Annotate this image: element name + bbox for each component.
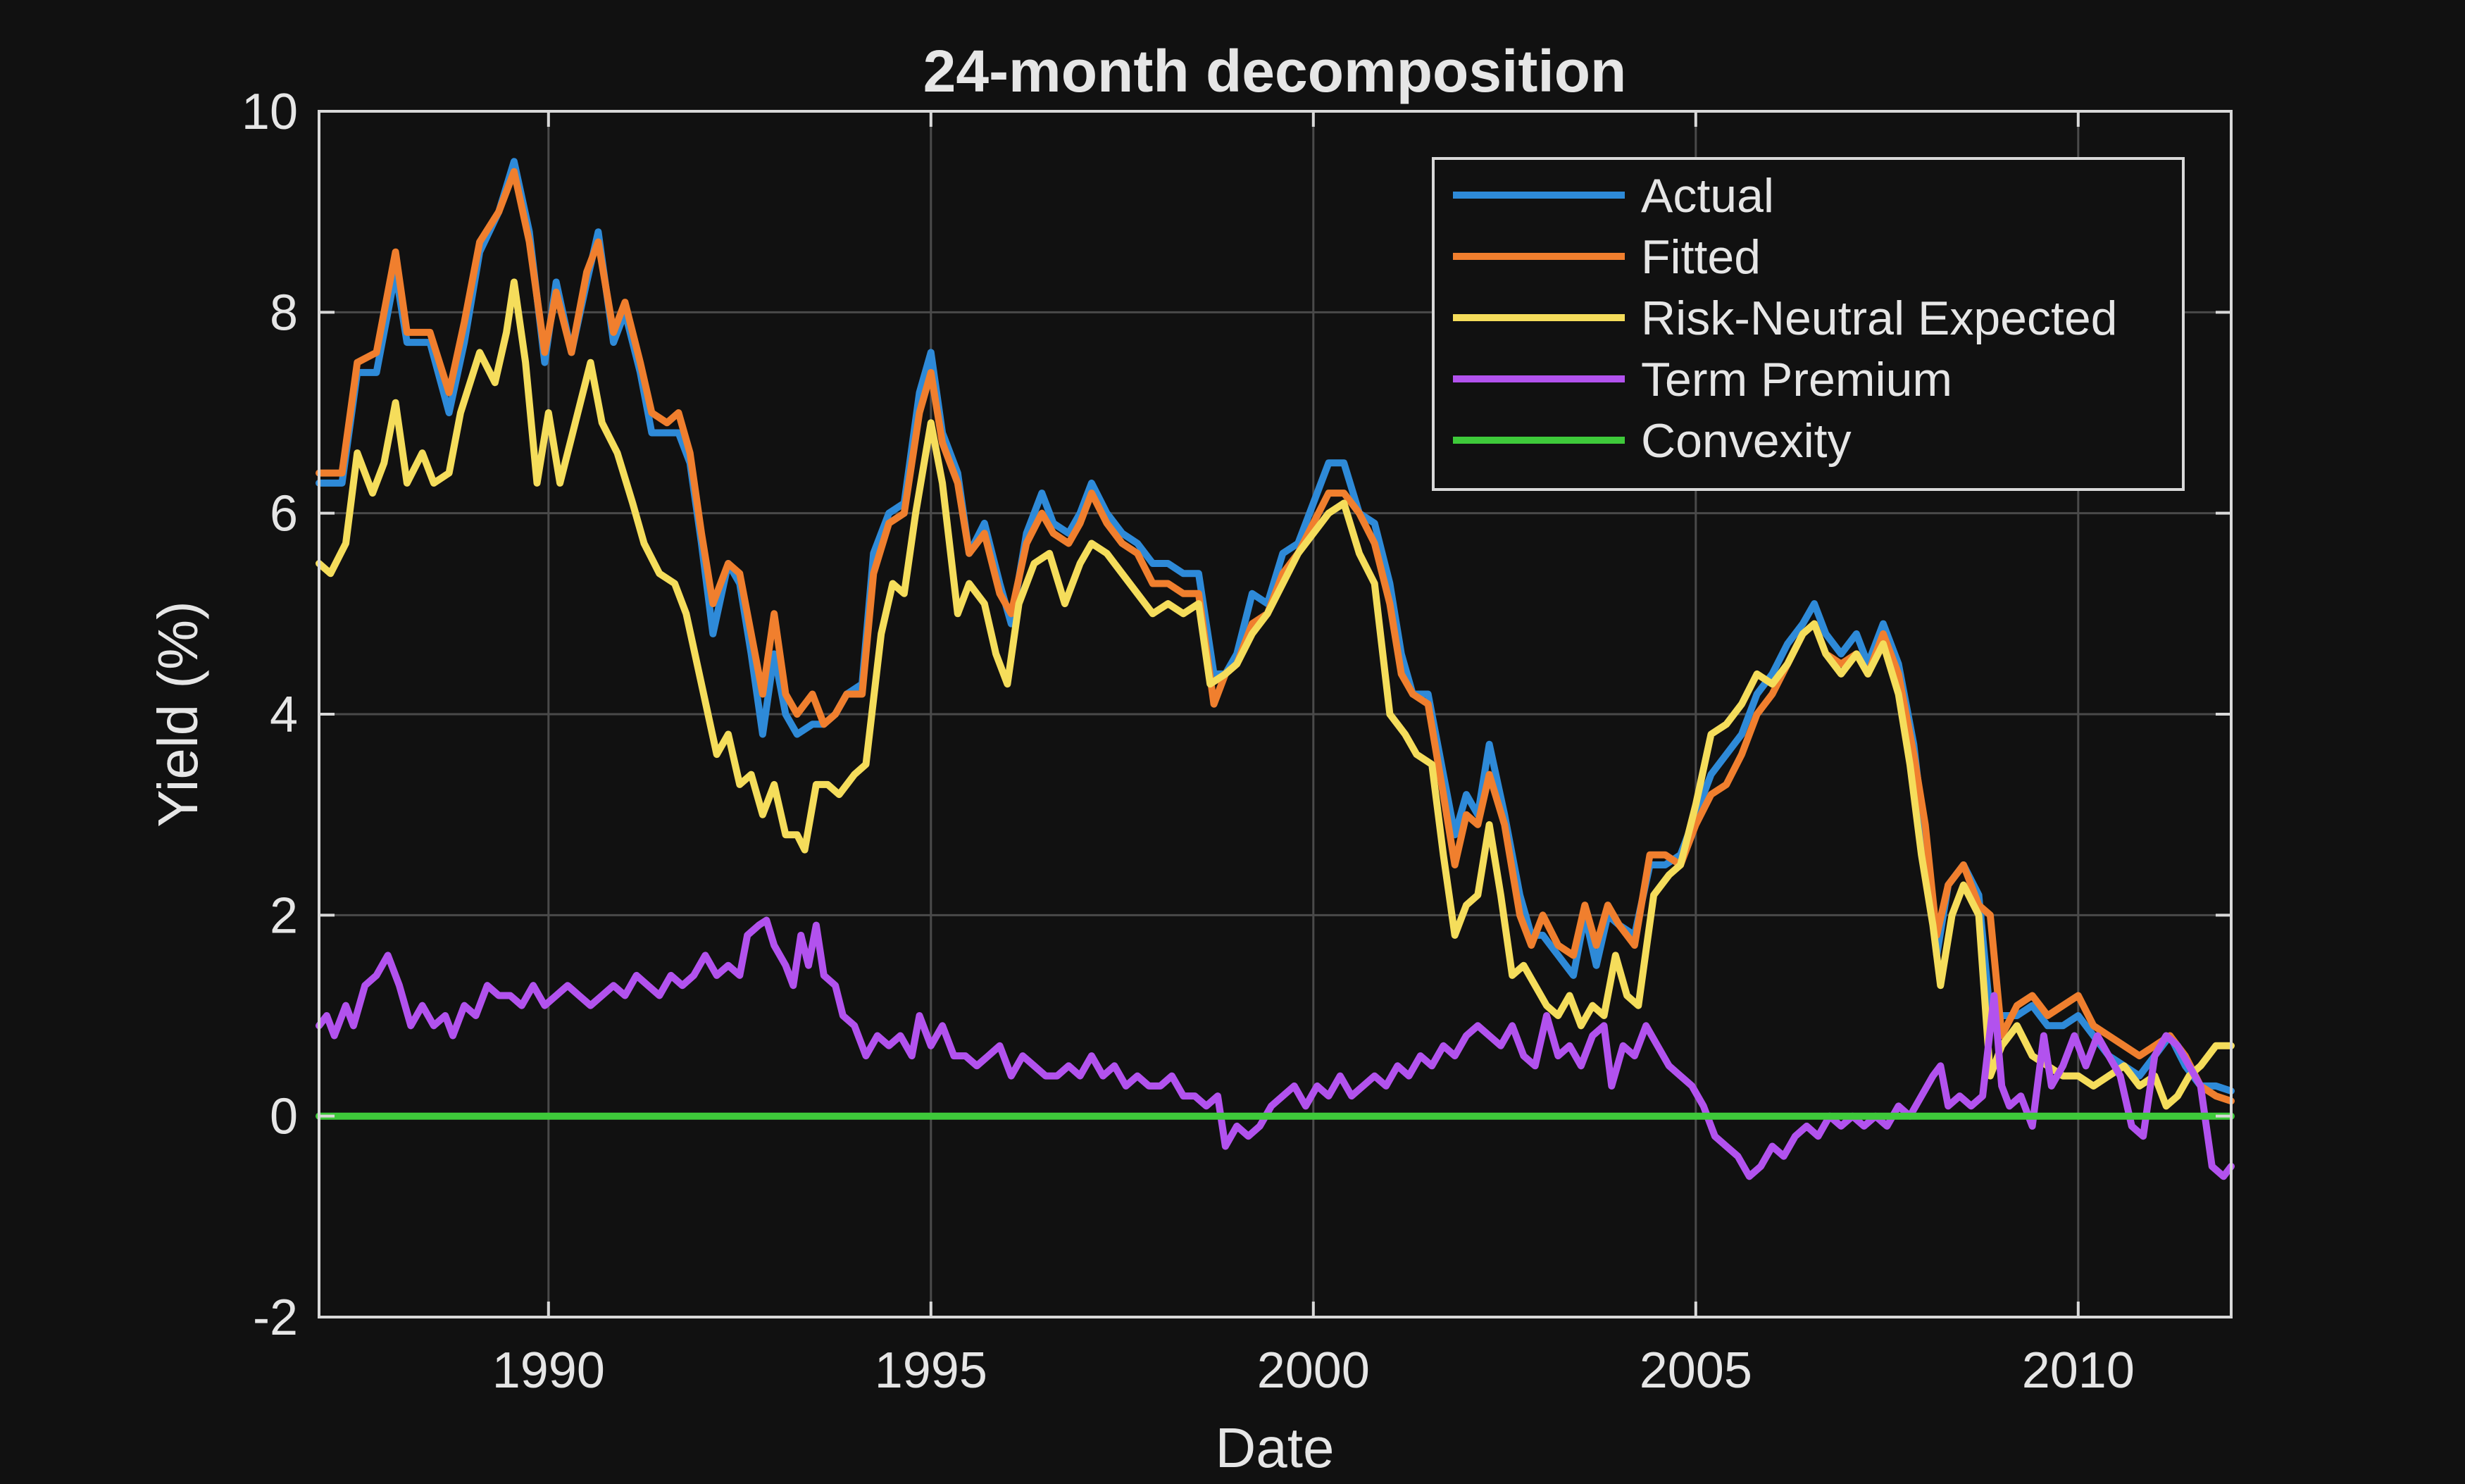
series-layer [316,158,2235,1180]
tick-labels: 1990 1995 2000 2005 2010 -2 0 2 4 6 8 10 [242,84,2231,1399]
legend-box [1432,157,2185,491]
legend-entry-label: Actual [1641,169,1774,223]
x-tick-label: 2005 [1640,1342,1752,1399]
x-tick-label: 1990 [492,1342,605,1399]
y-tick-label: 6 [270,486,298,542]
legend-entry-label: Fitted [1641,230,1761,284]
legend-entry-label: Convexity [1641,414,1852,468]
y-tick-label: 8 [270,285,298,341]
x-tick-label: 2000 [1257,1342,1370,1399]
legend: Actual Fitted Risk-Neutral Expected Term Pr… [1432,157,2185,491]
chart-title: 24-month decomposition [923,38,1627,104]
y-axis-label: Yield (%) [146,601,209,828]
y-tick-label: 0 [270,1089,298,1145]
legend-entry-label: Term Premium [1641,353,1952,406]
y-tick-label: 2 [270,887,298,944]
legend-entry-label: Risk-Neutral Expected [1641,292,2117,345]
x-axis-label: Date [1216,1416,1335,1479]
y-tick-label: 4 [270,687,298,743]
series-line-risk-neutral-expected [316,278,2235,1110]
y-tick-label: -2 [253,1290,298,1346]
y-tick-label: 10 [242,84,298,140]
x-tick-label: 1995 [875,1342,987,1399]
series-line-term-premium [316,916,2235,1180]
x-tick-label: 2010 [2022,1342,2135,1399]
